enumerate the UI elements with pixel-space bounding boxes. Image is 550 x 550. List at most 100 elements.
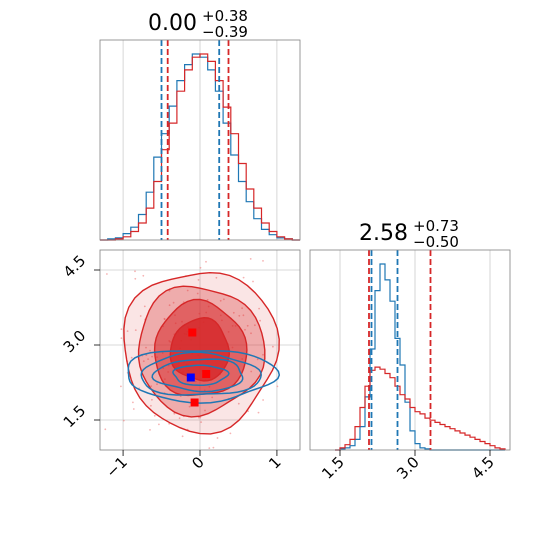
x-tick-label: 1 — [265, 453, 284, 472]
scatter-point — [246, 324, 249, 327]
title-top-left: 0.00 +0.38 −0.39 — [148, 6, 253, 41]
scatter-point — [142, 274, 145, 277]
scatter-point — [241, 307, 244, 310]
scatter-point — [143, 305, 146, 308]
scatter-point — [262, 399, 264, 401]
scatter-point — [208, 447, 211, 449]
scatter-point — [173, 412, 176, 415]
scatter-point — [258, 307, 260, 310]
x-tick-label: 4.5 — [468, 453, 498, 483]
red-contour-3 — [169, 316, 231, 382]
scatter-point — [242, 276, 245, 279]
grid-bottom-right — [339, 250, 491, 450]
scatter-point — [149, 429, 151, 431]
scatter-point — [229, 432, 232, 435]
x-tick-label: 3.0 — [393, 453, 423, 483]
x-tick-label: −1 — [103, 453, 131, 481]
scatter-point — [215, 276, 218, 279]
scatter-point — [257, 411, 260, 414]
title-value: 2.58 — [359, 221, 408, 246]
scatter-point — [242, 314, 245, 317]
scatter-point — [254, 324, 256, 327]
marker-0 — [186, 373, 195, 382]
histogram-series-1 — [100, 53, 300, 241]
title-bottom-right: 2.58 +0.73 −0.50 — [359, 216, 464, 251]
scatter-point — [156, 383, 158, 386]
scatter-point — [122, 419, 125, 422]
grid-top-left — [122, 40, 278, 240]
scatter-point — [206, 299, 209, 301]
scatter-point — [237, 402, 240, 405]
scatter-point — [199, 416, 202, 419]
x-tick-label: 1.5 — [318, 453, 348, 483]
histogram-series-1 — [335, 366, 506, 451]
x-tick-label: 0 — [188, 453, 207, 472]
scatter-point — [139, 315, 142, 317]
scatter-point — [181, 435, 184, 438]
scatter-point — [150, 385, 153, 388]
panel-bottom-right: 1.5 3.0 4.5 2.58 +0.73 −0.50 — [309, 216, 511, 483]
scatter-point — [216, 437, 219, 439]
scatter-point — [244, 328, 246, 331]
scatter-point — [272, 345, 274, 348]
scatter-point — [256, 358, 259, 361]
scatter-point — [204, 409, 206, 412]
scatter-point — [151, 398, 153, 401]
scatter-point — [188, 405, 191, 408]
scatter-point — [172, 301, 175, 304]
scatter-point — [200, 421, 203, 423]
title-upper: +0.38 — [202, 7, 248, 25]
scatter-point — [147, 358, 150, 360]
marker-3 — [190, 398, 199, 407]
scatter-point — [168, 304, 171, 307]
marker-1 — [188, 328, 197, 337]
scatter-point — [132, 408, 135, 410]
blue-contour-1 — [140, 351, 262, 396]
scatter-point — [163, 318, 166, 321]
scatter-point — [142, 360, 145, 363]
scatter-point — [158, 423, 160, 426]
blue-contour-2 — [151, 358, 244, 393]
scatter-point — [259, 319, 261, 322]
scatter-point — [150, 404, 152, 407]
scatter-point — [197, 279, 200, 281]
series-top-left — [100, 53, 300, 241]
quantile-lines-bottom-right — [368, 250, 432, 450]
scatter-point — [205, 260, 207, 263]
markers-bottom-left — [186, 328, 211, 407]
y-ticks-bottom-left: 1.5 3.0 4.5 — [60, 252, 100, 432]
scatter-point — [126, 330, 129, 332]
y-tick-label: 4.5 — [60, 252, 90, 282]
panel-top-left: 0.00 +0.38 −0.39 — [99, 6, 301, 241]
scatter-point — [262, 260, 264, 262]
scatter-point — [186, 289, 189, 292]
scatter-point — [250, 332, 252, 335]
scatter-point — [132, 401, 134, 404]
scatter-point — [276, 385, 279, 388]
title-lower: −0.50 — [413, 233, 459, 251]
scatter-point — [250, 370, 253, 373]
scatter-point — [196, 292, 199, 295]
scatter-point — [106, 273, 108, 275]
scatter-point — [197, 416, 200, 419]
scatter-point — [134, 270, 136, 273]
scatter-point — [130, 356, 133, 359]
x-ticks-bottom-left: −1 0 1 — [103, 450, 285, 481]
scatter-point — [238, 314, 241, 317]
y-tick-label: 1.5 — [60, 402, 90, 432]
x-ticks-bottom-right: 1.5 3.0 4.5 — [318, 450, 498, 483]
scatter-point — [120, 328, 123, 331]
axes-frame-top-left — [99, 39, 301, 241]
scatter-point — [199, 266, 202, 269]
scatter-point — [178, 417, 181, 420]
scatter-point — [149, 349, 151, 352]
scatter-point — [232, 311, 235, 314]
scatter-point — [262, 353, 264, 356]
scatter-point — [120, 385, 122, 388]
quantile-lines-top-left — [160, 40, 230, 240]
scatter-point — [249, 258, 252, 260]
scatter-point — [212, 446, 215, 449]
scatter-point — [104, 428, 107, 431]
blue-contour-0 — [127, 350, 281, 404]
